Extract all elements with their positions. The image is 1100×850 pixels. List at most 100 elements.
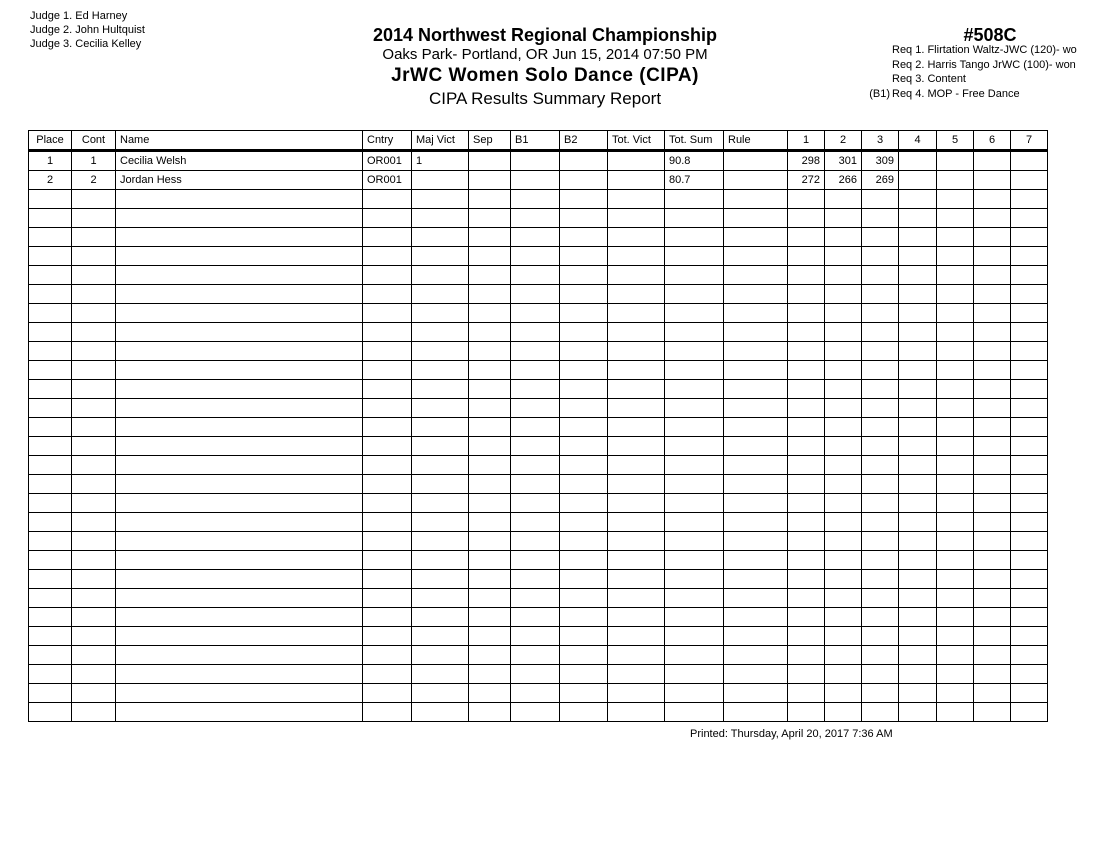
column-header: Tot. Sum [664, 130, 724, 152]
table-cell [824, 417, 862, 437]
table-cell [607, 341, 665, 361]
table-cell [71, 683, 116, 703]
table-cell [510, 512, 560, 532]
table-cell [973, 569, 1011, 589]
table-cell [510, 284, 560, 304]
table-cell [71, 322, 116, 342]
table-cell [559, 379, 608, 399]
table-cell [936, 303, 974, 323]
requirement-3: Req 3. Content [892, 73, 966, 85]
table-row [28, 550, 1048, 570]
table-cell [468, 436, 511, 456]
table-cell [973, 170, 1011, 190]
table-cell [1010, 189, 1048, 209]
table-cell [898, 588, 937, 608]
table-cell [898, 189, 937, 209]
table-cell [559, 683, 608, 703]
table-cell [664, 531, 724, 551]
table-cell [824, 645, 862, 665]
column-header: B2 [559, 130, 608, 152]
table-cell [115, 474, 363, 494]
table-cell [936, 664, 974, 684]
table-cell [468, 246, 511, 266]
table-cell [411, 265, 469, 285]
table-cell [787, 436, 825, 456]
table-cell [28, 607, 72, 627]
table-cell: 1 [71, 150, 116, 171]
column-header: Place [28, 130, 72, 152]
table-cell [861, 322, 899, 342]
table-cell [973, 550, 1011, 570]
table-cell [1010, 360, 1048, 380]
table-cell [861, 626, 899, 646]
table-cell [1010, 246, 1048, 266]
table-cell [28, 531, 72, 551]
table-cell [824, 702, 862, 722]
table-cell [664, 493, 724, 513]
table-cell [28, 569, 72, 589]
table-cell: 80.7 [664, 170, 724, 190]
table-cell [411, 531, 469, 551]
table-cell [824, 341, 862, 361]
table-cell [1010, 531, 1048, 551]
table-cell [973, 702, 1011, 722]
table-cell [861, 645, 899, 665]
table-cell [1010, 550, 1048, 570]
table-cell [861, 417, 899, 437]
table-cell [362, 474, 412, 494]
table-cell [362, 284, 412, 304]
table-cell [861, 569, 899, 589]
table-cell [723, 417, 788, 437]
table-cell [411, 588, 469, 608]
table-cell [362, 227, 412, 247]
table-cell [861, 683, 899, 703]
table-cell [861, 379, 899, 399]
table-cell [973, 417, 1011, 437]
table-row [28, 455, 1048, 475]
table-cell [861, 702, 899, 722]
table-cell [411, 512, 469, 532]
table-cell [411, 474, 469, 494]
table-cell [973, 455, 1011, 475]
table-cell [664, 284, 724, 304]
table-cell: 301 [824, 150, 862, 171]
table-cell [1010, 607, 1048, 627]
table-row [28, 493, 1048, 513]
table-cell [362, 265, 412, 285]
table-cell [559, 550, 608, 570]
table-cell [787, 398, 825, 418]
table-cell: 2 [71, 170, 116, 190]
table-cell [510, 246, 560, 266]
table-cell [973, 208, 1011, 228]
table-cell [861, 265, 899, 285]
table-cell [723, 265, 788, 285]
table-cell: 298 [787, 150, 825, 171]
table-cell [723, 607, 788, 627]
table-cell [936, 417, 974, 437]
table-cell [468, 664, 511, 684]
table-cell [664, 322, 724, 342]
table-cell [787, 341, 825, 361]
table-cell [723, 246, 788, 266]
table-cell [411, 170, 469, 190]
table-cell [510, 436, 560, 456]
table-cell [787, 417, 825, 437]
table-cell: 2 [28, 170, 72, 190]
table-cell [71, 379, 116, 399]
table-cell [664, 208, 724, 228]
table-cell: 266 [824, 170, 862, 190]
table-cell [898, 702, 937, 722]
table-cell [723, 341, 788, 361]
table-cell [824, 398, 862, 418]
table-cell [510, 265, 560, 285]
table-cell [824, 303, 862, 323]
table-cell [723, 150, 788, 171]
table-cell: 309 [861, 150, 899, 171]
table-cell [411, 645, 469, 665]
table-cell [861, 303, 899, 323]
table-cell [898, 493, 937, 513]
table-cell [115, 208, 363, 228]
table-cell [1010, 474, 1048, 494]
table-cell [1010, 398, 1048, 418]
table-cell [28, 322, 72, 342]
